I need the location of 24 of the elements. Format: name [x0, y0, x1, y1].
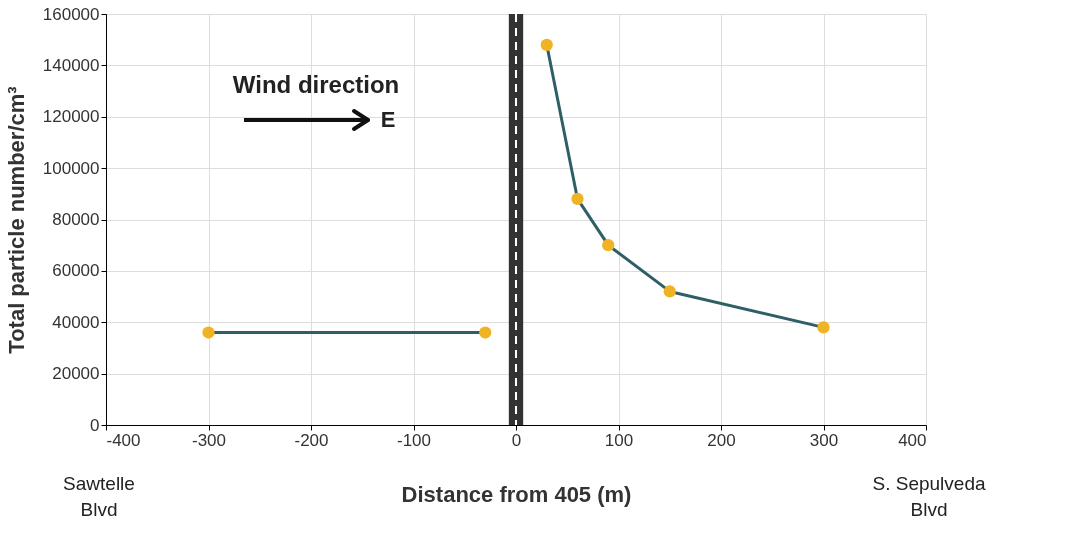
annotation: E [380, 107, 396, 132]
y-tick-label: 60000 [52, 261, 100, 281]
x-tick-label: 100 [604, 430, 634, 450]
x-tick-label: 0 [511, 430, 522, 450]
x-tick-label: 300 [809, 430, 839, 450]
y-tick-label: 160000 [42, 4, 100, 24]
y-tick-label: 20000 [52, 364, 100, 384]
y-tick-label: 140000 [42, 55, 100, 75]
text: Sawtelle Blvd [63, 473, 135, 520]
x-axis-title: Distance from 405 (m) [401, 481, 632, 507]
x-tick-label: -400 [106, 430, 141, 450]
x-tick-label: -200 [294, 430, 329, 450]
y-axis-title: Total particle number/cm³ [3, 86, 29, 354]
x-tick-label: -100 [396, 430, 432, 450]
y-tick-label: 40000 [52, 312, 100, 332]
annotation: Wind direction [232, 71, 400, 98]
x-tick-label: 200 [707, 430, 736, 450]
y-tick-label: 80000 [52, 210, 100, 229]
x-tick-label: 400 [898, 430, 927, 450]
y-tick-label: 100000 [42, 158, 100, 178]
y-tick-label: 120000 [42, 107, 100, 127]
x-tick-label: -300 [191, 430, 227, 450]
text: S. Sepulveda Blvd [872, 473, 986, 520]
y-tick-label: 0 [90, 415, 100, 435]
